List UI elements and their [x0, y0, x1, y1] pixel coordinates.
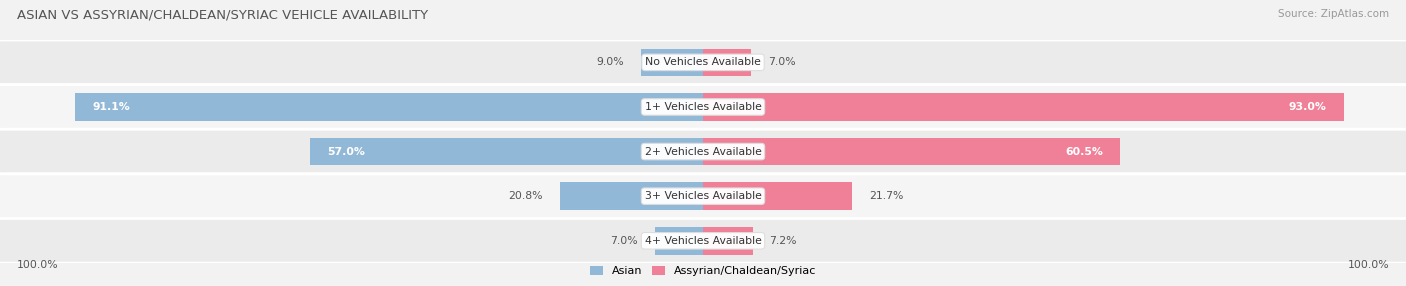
- Text: 100.0%: 100.0%: [1347, 260, 1389, 270]
- Bar: [703, 227, 752, 255]
- Text: 7.2%: 7.2%: [769, 236, 797, 246]
- Text: 20.8%: 20.8%: [509, 191, 543, 201]
- FancyBboxPatch shape: [0, 174, 1406, 219]
- Text: 2+ Vehicles Available: 2+ Vehicles Available: [644, 147, 762, 156]
- Text: 4+ Vehicles Available: 4+ Vehicles Available: [644, 236, 762, 246]
- Text: 93.0%: 93.0%: [1289, 102, 1327, 112]
- Bar: [655, 227, 703, 255]
- FancyBboxPatch shape: [0, 129, 1406, 174]
- Bar: [76, 93, 703, 121]
- Text: 3+ Vehicles Available: 3+ Vehicles Available: [644, 191, 762, 201]
- Bar: [560, 182, 703, 210]
- Legend: Asian, Assyrian/Chaldean/Syriac: Asian, Assyrian/Chaldean/Syriac: [585, 261, 821, 281]
- Text: No Vehicles Available: No Vehicles Available: [645, 57, 761, 67]
- FancyBboxPatch shape: [0, 85, 1406, 129]
- Text: 1+ Vehicles Available: 1+ Vehicles Available: [644, 102, 762, 112]
- Bar: [703, 49, 751, 76]
- Bar: [703, 93, 1344, 121]
- FancyBboxPatch shape: [0, 40, 1406, 85]
- Text: Source: ZipAtlas.com: Source: ZipAtlas.com: [1278, 9, 1389, 19]
- Text: 60.5%: 60.5%: [1066, 147, 1102, 156]
- Text: ASIAN VS ASSYRIAN/CHALDEAN/SYRIAC VEHICLE AVAILABILITY: ASIAN VS ASSYRIAN/CHALDEAN/SYRIAC VEHICL…: [17, 9, 427, 21]
- Text: 91.1%: 91.1%: [93, 102, 129, 112]
- Bar: [311, 138, 703, 165]
- Bar: [641, 49, 703, 76]
- Text: 9.0%: 9.0%: [596, 57, 624, 67]
- FancyBboxPatch shape: [0, 219, 1406, 263]
- Text: 7.0%: 7.0%: [768, 57, 796, 67]
- Text: 57.0%: 57.0%: [328, 147, 366, 156]
- Text: 100.0%: 100.0%: [17, 260, 59, 270]
- Bar: [703, 138, 1119, 165]
- Text: 21.7%: 21.7%: [869, 191, 904, 201]
- Text: 7.0%: 7.0%: [610, 236, 638, 246]
- Bar: [703, 182, 852, 210]
